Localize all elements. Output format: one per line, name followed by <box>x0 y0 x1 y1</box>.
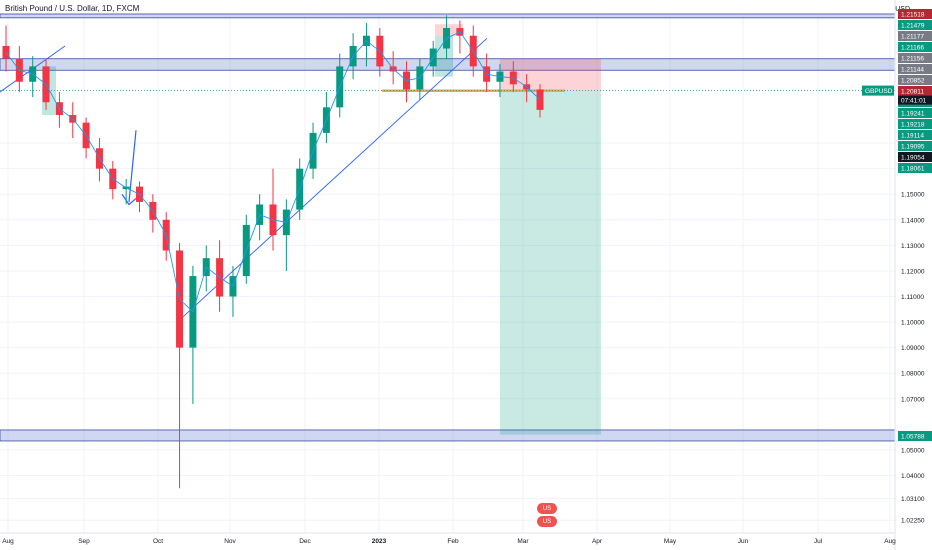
price-tag-value: 1.20852 <box>901 78 925 85</box>
candlestick-series <box>2 15 544 489</box>
price-tag <box>898 53 932 63</box>
price-tag-value: 1.05788 <box>901 434 925 441</box>
chart-title: British Pound / U.S. Dollar, 1D, FXCM <box>5 4 140 13</box>
price-tag <box>898 163 932 173</box>
price-tag <box>898 20 932 30</box>
time-tick-label: Aug <box>2 538 14 545</box>
zone-rect <box>0 13 896 19</box>
time-axis: Aug Sep Oct Nov Dec 2023 Feb Mar Apr May Jun Jul Aug <box>2 538 896 545</box>
price-tag-value: 1.21166 <box>901 45 924 52</box>
take-profit-area <box>500 90 601 435</box>
time-tick-label: Oct <box>153 538 163 545</box>
price-tick-label: 1.14000 <box>901 217 925 224</box>
price-tick-label: 1.04000 <box>901 473 925 480</box>
price-tick-label: 1.02250 <box>901 518 925 525</box>
time-tick-label: Feb <box>447 538 459 545</box>
price-tag-value: 1.21479 <box>901 23 925 30</box>
price-tag-value: 1.21177 <box>901 34 924 41</box>
price-tick-label: 1.12000 <box>901 268 925 275</box>
price-tag-value: 1.19095 <box>901 144 925 151</box>
price-tag <box>898 75 932 85</box>
time-tick-label: May <box>664 538 677 545</box>
time-tick-label: Apr <box>592 538 603 545</box>
price-tick-label: 1.08000 <box>901 371 925 378</box>
price-tick-label: 1.05000 <box>901 447 925 454</box>
price-tick-label: 1.09000 <box>901 345 925 352</box>
price-tag <box>898 108 932 118</box>
price-tag <box>898 86 932 96</box>
flag-us-event[interactable]: US <box>537 516 557 527</box>
price-tag-value: 1.21156 <box>901 56 924 63</box>
price-tag <box>898 42 932 52</box>
grid-lines <box>0 14 895 533</box>
price-tag <box>898 130 932 140</box>
price-tag-value: 1.21518 <box>901 12 925 19</box>
zone-rect <box>0 429 896 442</box>
countdown-label: 07:41:01 <box>901 98 927 105</box>
symbol-tag-label: GBPUSD <box>865 88 893 95</box>
time-tick-label: Dec <box>299 538 311 545</box>
time-tick-label: 2023 <box>372 538 387 545</box>
price-tags: 1.21518 1.21479 1.21177 1.21166 1.21156 1.211… <box>862 9 932 441</box>
price-tag-value: 1.20811 <box>901 89 924 96</box>
trendlines <box>0 37 488 320</box>
time-tick-label: Nov <box>224 538 236 545</box>
price-tag-value: 1.19218 <box>901 122 925 129</box>
price-tick-label: 1.07000 <box>901 396 925 403</box>
price-tag <box>898 119 932 129</box>
price-tick-label: 1.15000 <box>901 192 925 199</box>
price-tick-label: 1.13000 <box>901 243 925 250</box>
price-tick-label: 1.10000 <box>901 320 925 327</box>
price-tag-value: 1.21144 <box>901 67 924 74</box>
arrow-head <box>121 193 139 206</box>
price-tag <box>898 141 932 151</box>
price-tag <box>898 64 932 74</box>
time-tick-label: Mar <box>517 538 529 545</box>
price-tick-label: 1.03100 <box>901 496 925 503</box>
price-tag <box>898 9 932 19</box>
price-tag-value: 1.19114 <box>901 133 924 140</box>
trendline <box>179 37 488 320</box>
price-tag-value: 1.19054 <box>901 155 925 162</box>
flag-us-event[interactable]: US <box>537 503 557 514</box>
time-tick-label: Aug <box>884 538 896 545</box>
price-tag <box>898 431 932 441</box>
time-tick-label: Jun <box>738 538 749 545</box>
price-tick-label: 1.11000 <box>901 294 924 301</box>
stop-loss-area <box>500 58 601 91</box>
symbol-tag <box>862 85 894 96</box>
price-tag <box>898 31 932 41</box>
price-tag-value: 1.19241 <box>901 111 925 118</box>
countdown-tag <box>898 95 932 105</box>
price-tag <box>898 152 932 162</box>
support-resistance-zones <box>0 13 896 442</box>
price-tag-value: 1.18061 <box>901 166 925 173</box>
time-tick-label: Jul <box>814 538 823 545</box>
time-tick-label: Sep <box>78 538 90 545</box>
moving-average-line <box>5 31 541 313</box>
short-position-tool[interactable] <box>0 24 895 435</box>
